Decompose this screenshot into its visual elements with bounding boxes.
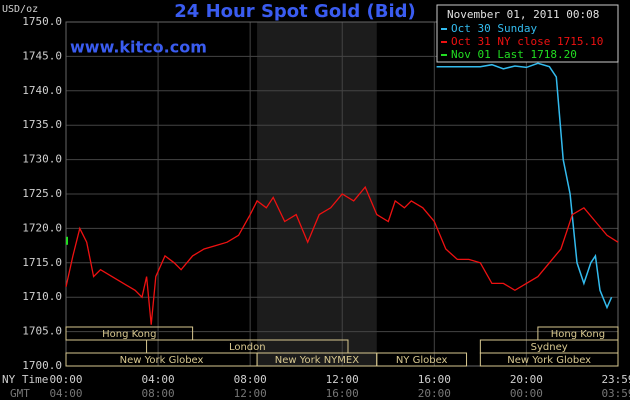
- y-tick-label: 1710.0: [22, 290, 62, 303]
- y-tick-label: 1700.0: [22, 359, 62, 372]
- gmt-tick-label: 00:00: [510, 387, 543, 400]
- session-box: [376, 352, 468, 367]
- legend-box: [436, 4, 619, 63]
- x-tick-label: 23:59: [601, 373, 630, 386]
- gmt-tick-label: 03:59: [601, 387, 630, 400]
- x-tick-label: 08:00: [234, 373, 267, 386]
- session-label: London: [229, 342, 266, 353]
- y-tick-label: 1720.0: [22, 221, 62, 234]
- y-tick-label: 1715.0: [22, 256, 62, 269]
- x-row-label: NY Time: [2, 373, 48, 386]
- gmt-tick-label: 20:00: [418, 387, 451, 400]
- y-tick-label: 1750.0: [22, 15, 62, 28]
- session-box: [65, 326, 194, 341]
- session-box: [479, 352, 619, 367]
- timestamp: November 01, 2011 00:08: [447, 8, 599, 21]
- session-label: Sydney: [531, 342, 568, 353]
- source-label: www.kitco.com: [70, 38, 207, 57]
- y-tick-label: 1725.0: [22, 187, 62, 200]
- series-line: [436, 62, 613, 310]
- x-row-label: GMT: [10, 387, 30, 400]
- session-label: New York NYMEX: [275, 355, 360, 366]
- gmt-tick-label: 12:00: [234, 387, 267, 400]
- session-box: [537, 326, 619, 341]
- y-tick-label: 1730.0: [22, 153, 62, 166]
- legend-label: Oct 30 Sunday: [451, 22, 537, 35]
- series-line: [65, 185, 619, 325]
- data-point: [66, 236, 68, 245]
- session-label: New York Globex: [120, 355, 204, 366]
- y-tick-label: 1705.0: [22, 325, 62, 338]
- legend-label: Oct 31 NY close 1715.10: [451, 35, 603, 48]
- x-tick-label: 00:00: [49, 373, 82, 386]
- chart-title: 24 Hour Spot Gold (Bid): [174, 1, 415, 22]
- x-tick-label: 04:00: [142, 373, 175, 386]
- session-label: New York Globex: [507, 355, 591, 366]
- legend-label: Nov 01 Last 1718.20: [451, 48, 577, 61]
- x-tick-label: 12:00: [326, 373, 359, 386]
- gmt-tick-label: 04:00: [49, 387, 82, 400]
- session-label: NY Globex: [396, 355, 448, 366]
- y-tick-label: 1735.0: [22, 118, 62, 131]
- x-tick-label: 20:00: [510, 373, 543, 386]
- y-tick-label: 1740.0: [22, 84, 62, 97]
- gmt-tick-label: 08:00: [142, 387, 175, 400]
- y-tick-label: 1745.0: [22, 49, 62, 62]
- x-tick-label: 16:00: [418, 373, 451, 386]
- gmt-tick-label: 16:00: [326, 387, 359, 400]
- y-axis-label: USD/oz: [2, 4, 38, 15]
- session-label: Hong Kong: [102, 329, 156, 340]
- session-label: Hong Kong: [551, 329, 605, 340]
